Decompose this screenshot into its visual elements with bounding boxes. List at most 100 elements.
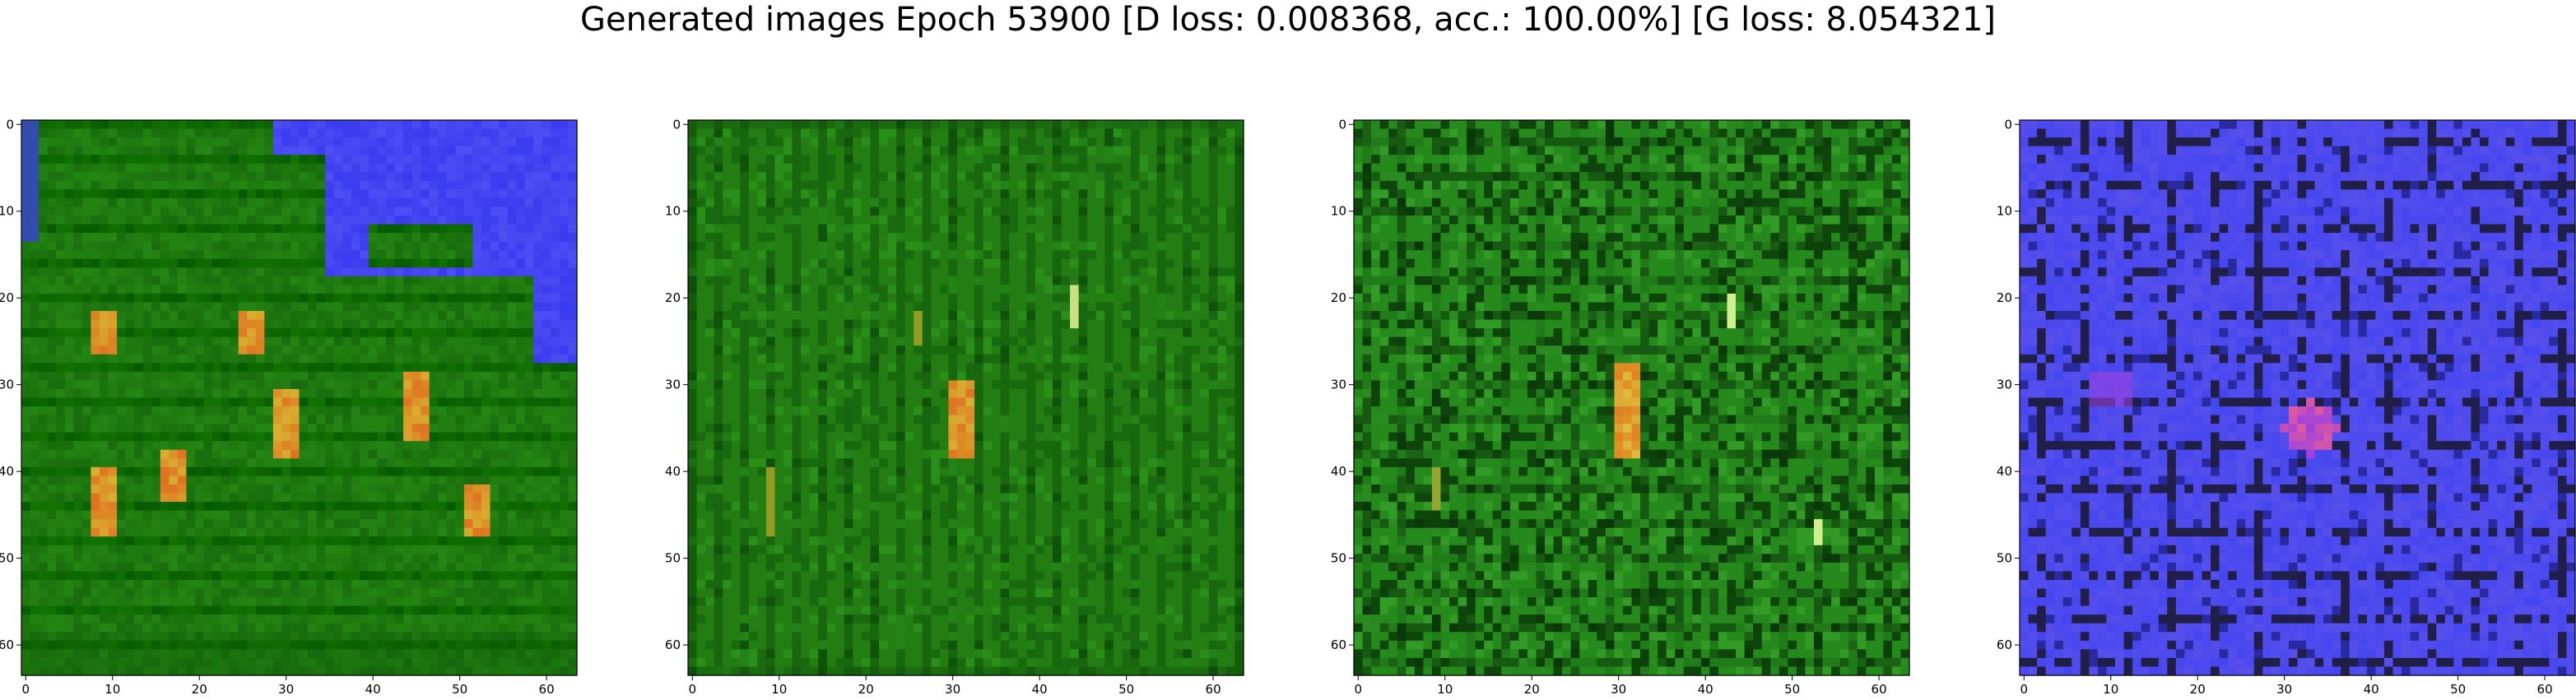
- pixel: [230, 458, 239, 467]
- pixel: [481, 129, 491, 138]
- pixel: [447, 389, 456, 398]
- pixel: [195, 589, 204, 598]
- pixel: [247, 415, 256, 424]
- pixel: [818, 233, 827, 242]
- pixel: [377, 649, 386, 658]
- pixel: [203, 458, 212, 467]
- pixel: [568, 415, 577, 424]
- pixel: [21, 137, 30, 146]
- pixel: [291, 189, 300, 198]
- pixel: [281, 475, 291, 484]
- pixel: [740, 216, 749, 225]
- pixel: [974, 155, 983, 164]
- pixel: [325, 406, 334, 415]
- pixel: [126, 666, 135, 675]
- pixel: [499, 475, 508, 484]
- pixel: [801, 216, 810, 225]
- pixel: [300, 276, 309, 285]
- pixel: [178, 424, 187, 433]
- pixel: [151, 441, 160, 450]
- pixel: [169, 225, 178, 234]
- pixel: [186, 406, 195, 415]
- pixel: [1114, 164, 1123, 173]
- pixel: [1174, 129, 1183, 138]
- y-tick-label: 20: [0, 290, 14, 305]
- pixel: [91, 389, 100, 398]
- pixel: [386, 189, 395, 198]
- pixel: [143, 189, 152, 198]
- pixel: [533, 614, 542, 624]
- pixel: [134, 311, 143, 320]
- pixel: [143, 666, 152, 675]
- x-tick-label: 50: [452, 682, 467, 697]
- pixel: [810, 206, 819, 216]
- pixel: [455, 571, 464, 580]
- pixel: [73, 302, 82, 311]
- pixel: [30, 311, 40, 320]
- pixel: [386, 571, 395, 580]
- pixel: [525, 554, 534, 563]
- pixel: [56, 320, 65, 329]
- pixel: [317, 328, 326, 337]
- pixel: [1009, 181, 1018, 190]
- pixel: [412, 345, 421, 355]
- pixel: [73, 519, 82, 528]
- pixel: [342, 181, 351, 190]
- pixel: [905, 120, 914, 129]
- pixel: [151, 216, 160, 225]
- pixel: [430, 415, 439, 424]
- pixel: [291, 571, 300, 580]
- pixel: [1183, 129, 1192, 138]
- pixel: [1139, 172, 1148, 181]
- pixel: [169, 146, 178, 155]
- pixel: [1192, 172, 1201, 181]
- pixel: [351, 129, 360, 138]
- pixel: [195, 519, 204, 528]
- pixel: [403, 164, 412, 173]
- pixel: [134, 398, 143, 407]
- pixel: [239, 389, 248, 398]
- pixel: [48, 189, 57, 198]
- pixel: [308, 571, 317, 580]
- pixel: [360, 216, 369, 225]
- pixel: [896, 129, 905, 138]
- pixel: [281, 571, 291, 580]
- pixel: [516, 311, 525, 320]
- pixel: [525, 242, 534, 251]
- pixel: [221, 250, 230, 259]
- pixel: [195, 415, 204, 424]
- pixel: [30, 632, 40, 641]
- pixel: [705, 206, 714, 216]
- pixel: [264, 484, 273, 494]
- pixel: [65, 164, 74, 173]
- pixel: [455, 250, 464, 259]
- pixel: [888, 181, 897, 190]
- pixel: [386, 441, 395, 450]
- pixel: [108, 519, 117, 528]
- pixel: [195, 641, 204, 650]
- pixel: [203, 233, 212, 242]
- pixel: [334, 450, 343, 459]
- pixel: [264, 649, 273, 658]
- pixel: [1053, 206, 1062, 216]
- pixel: [73, 433, 82, 442]
- pixel: [412, 380, 421, 389]
- pixel: [430, 328, 439, 337]
- pixel: [73, 494, 82, 503]
- pixel: [1070, 189, 1079, 198]
- pixel: [360, 398, 369, 407]
- pixel: [91, 250, 100, 259]
- pixel: [30, 658, 40, 667]
- pixel: [499, 355, 508, 364]
- pixel: [516, 614, 525, 624]
- pixel: [186, 666, 195, 675]
- pixel: [542, 597, 551, 606]
- pixel: [879, 172, 888, 181]
- pixel: [195, 528, 204, 537]
- pixel: [65, 467, 74, 476]
- pixel: [21, 494, 30, 503]
- pixel: [525, 406, 534, 415]
- pixel: [195, 511, 204, 520]
- pixel: [421, 641, 430, 650]
- pixel: [108, 355, 117, 364]
